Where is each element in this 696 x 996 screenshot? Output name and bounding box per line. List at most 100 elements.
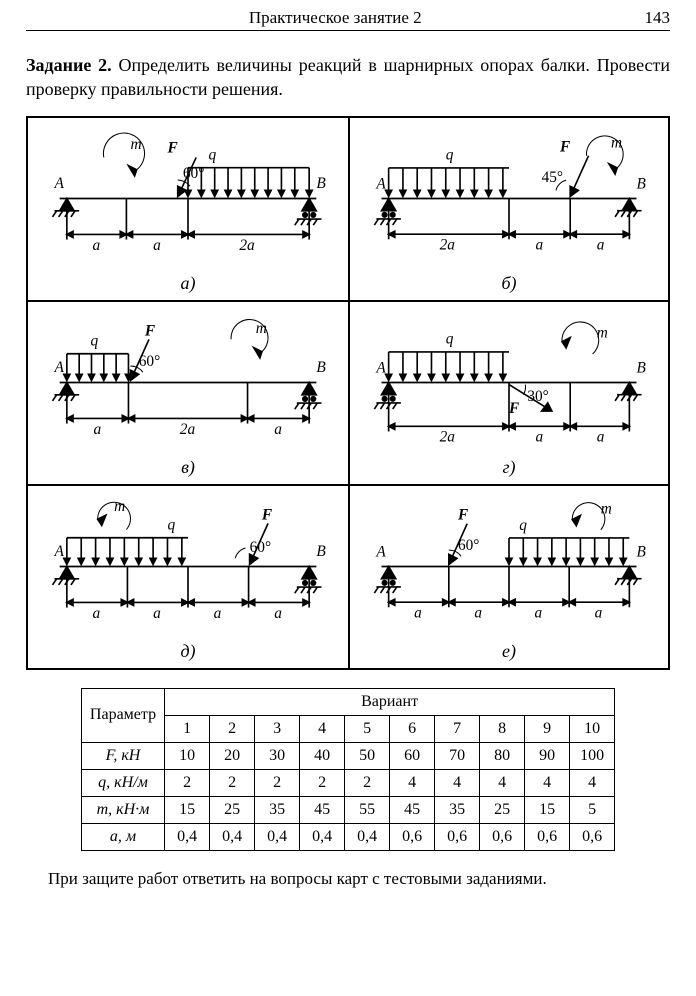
variant-col: 10 xyxy=(570,715,615,742)
svg-text:30°: 30° xyxy=(527,387,548,404)
param-value: 0,4 xyxy=(345,823,390,850)
param-value: 2 xyxy=(165,769,210,796)
param-value: 25 xyxy=(480,796,525,823)
svg-text:m: m xyxy=(597,324,608,341)
svg-text:a: a xyxy=(536,428,544,445)
svg-text:60°: 60° xyxy=(458,537,479,554)
svg-text:2a: 2a xyxy=(440,428,456,445)
svg-text:a: a xyxy=(536,236,544,253)
param-value: 55 xyxy=(345,796,390,823)
variant-col: 4 xyxy=(300,715,345,742)
svg-text:2a: 2a xyxy=(239,236,255,253)
diagram-label: а) xyxy=(181,273,196,294)
svg-text:B: B xyxy=(316,175,326,192)
param-value: 90 xyxy=(525,742,570,769)
svg-text:m: m xyxy=(114,498,125,515)
param-value: 80 xyxy=(480,742,525,769)
svg-text:a: a xyxy=(414,604,422,621)
svg-text:a: a xyxy=(274,420,282,437)
param-name: F, кН xyxy=(81,742,164,769)
param-value: 60 xyxy=(390,742,435,769)
svg-text:m: m xyxy=(131,136,142,153)
param-value: 0,6 xyxy=(435,823,480,850)
param-value: 5 xyxy=(570,796,615,823)
diagram-a: A B m F 60° xyxy=(28,118,348,300)
param-value: 2 xyxy=(345,769,390,796)
parameters-table: Параметр Вариант 12345678910 F, кН102030… xyxy=(81,688,615,851)
svg-text:2a: 2a xyxy=(180,420,196,437)
diagram-label: в) xyxy=(181,457,195,478)
page-number: 143 xyxy=(644,8,670,28)
footer-note: При защите работ ответить на вопросы кар… xyxy=(26,869,670,889)
svg-text:B: B xyxy=(316,543,326,560)
param-value: 4 xyxy=(525,769,570,796)
svg-text:B: B xyxy=(637,359,646,376)
svg-text:2a: 2a xyxy=(440,236,456,253)
param-value: 0,6 xyxy=(480,823,525,850)
param-value: 2 xyxy=(300,769,345,796)
param-value: 50 xyxy=(345,742,390,769)
param-name: a, м xyxy=(81,823,164,850)
svg-text:m: m xyxy=(611,134,622,151)
svg-text:q: q xyxy=(519,516,527,533)
param-value: 40 xyxy=(300,742,345,769)
param-name: q, кН/м xyxy=(81,769,164,796)
param-value: 70 xyxy=(435,742,480,769)
svg-text:m: m xyxy=(256,320,267,337)
svg-text:B: B xyxy=(637,543,646,560)
svg-text:a: a xyxy=(595,604,603,621)
param-value: 100 xyxy=(570,742,615,769)
task-label: Задание 2. xyxy=(26,55,112,75)
diagram-label: б) xyxy=(501,273,516,294)
svg-text:m: m xyxy=(601,500,612,517)
svg-text:A: A xyxy=(375,543,386,560)
diagram-grid: A B m F 60° xyxy=(26,116,670,670)
param-value: 0,6 xyxy=(390,823,435,850)
variant-col: 5 xyxy=(345,715,390,742)
param-value: 25 xyxy=(210,796,255,823)
svg-text:a: a xyxy=(93,604,101,621)
param-value: 15 xyxy=(525,796,570,823)
svg-text:a: a xyxy=(153,604,161,621)
diagram-v: A B xyxy=(28,302,348,484)
param-value: 0,4 xyxy=(300,823,345,850)
param-value: 20 xyxy=(210,742,255,769)
diagram-label: е) xyxy=(502,641,516,662)
param-name: m, кН·м xyxy=(81,796,164,823)
svg-text:a: a xyxy=(597,236,605,253)
svg-text:a: a xyxy=(153,236,161,253)
svg-text:q: q xyxy=(209,146,217,163)
svg-text:q: q xyxy=(446,146,454,163)
svg-text:60°: 60° xyxy=(139,353,161,370)
param-value: 10 xyxy=(165,742,210,769)
svg-text:F: F xyxy=(166,139,178,156)
diagram-d: A B xyxy=(28,486,348,668)
svg-text:q: q xyxy=(167,516,175,533)
param-value: 2 xyxy=(255,769,300,796)
svg-text:45°: 45° xyxy=(542,169,563,186)
param-value: 0,4 xyxy=(165,823,210,850)
param-value: 4 xyxy=(390,769,435,796)
svg-text:a: a xyxy=(474,604,482,621)
svg-text:F: F xyxy=(457,506,468,523)
variant-col: 8 xyxy=(480,715,525,742)
param-value: 2 xyxy=(210,769,255,796)
variant-col: 2 xyxy=(210,715,255,742)
svg-text:F: F xyxy=(261,506,273,523)
param-value: 0,4 xyxy=(210,823,255,850)
variant-col: 3 xyxy=(255,715,300,742)
param-value: 4 xyxy=(480,769,525,796)
param-value: 35 xyxy=(435,796,480,823)
diagram-e: A B F 60° xyxy=(348,486,668,668)
param-value: 4 xyxy=(570,769,615,796)
svg-text:q: q xyxy=(446,330,454,347)
svg-text:F: F xyxy=(559,138,570,155)
svg-text:a: a xyxy=(597,428,605,445)
svg-text:a: a xyxy=(214,604,222,621)
variant-col: 6 xyxy=(390,715,435,742)
page-header: Практическое занятие 2 143 xyxy=(26,8,670,31)
svg-text:F: F xyxy=(144,322,156,339)
param-value: 35 xyxy=(255,796,300,823)
param-value: 30 xyxy=(255,742,300,769)
svg-text:B: B xyxy=(637,175,646,192)
